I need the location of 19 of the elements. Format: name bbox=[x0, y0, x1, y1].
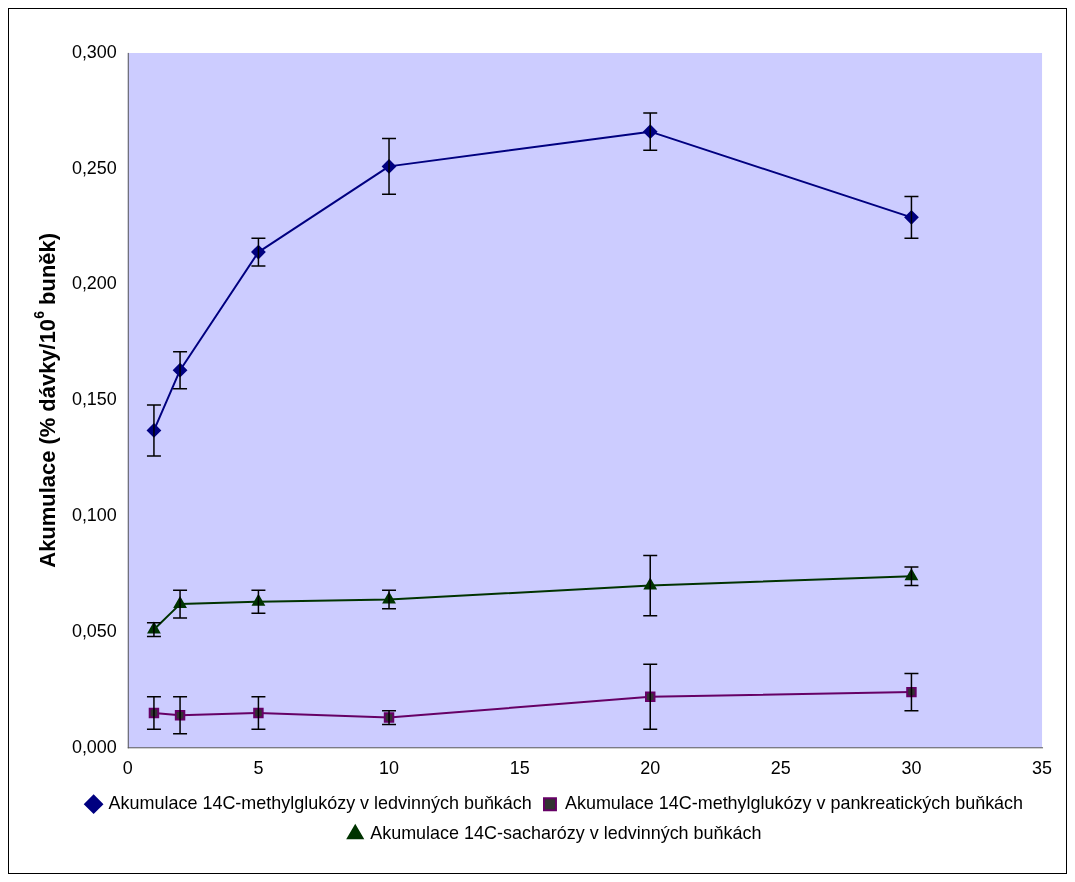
y-tick-label: 0,150 bbox=[71, 389, 117, 410]
y-tick-label: 0,200 bbox=[71, 273, 117, 294]
y-tick-label: 0,300 bbox=[71, 41, 117, 62]
legend-label: Akumulace 14C-methylglukózy v pankreatických buňkách bbox=[564, 793, 1024, 814]
legend-label: Akumulace 14C-methylglukózy v ledvinných buňkách bbox=[108, 793, 532, 814]
x-tick-label: 30 bbox=[901, 758, 922, 779]
y-tick-label: 0,100 bbox=[71, 505, 117, 526]
x-tick-label: 20 bbox=[640, 758, 661, 779]
x-tick-label: 35 bbox=[1032, 758, 1053, 779]
x-tick-label: 10 bbox=[379, 758, 400, 779]
y-tick-label: 0,250 bbox=[71, 157, 117, 178]
y-tick-label: 0,050 bbox=[71, 620, 117, 641]
x-tick-label: 15 bbox=[509, 758, 530, 779]
legend-label: Akumulace 14C-sacharózy v ledvinných buňkách bbox=[370, 823, 762, 844]
x-tick-label: 0 bbox=[122, 758, 133, 779]
y-tick-label: 0,000 bbox=[71, 736, 117, 757]
y-axis-title: Akumulace (% dávky/106 buněk) bbox=[30, 232, 60, 568]
x-tick-label: 5 bbox=[253, 758, 264, 779]
x-tick-label: 25 bbox=[770, 758, 791, 779]
